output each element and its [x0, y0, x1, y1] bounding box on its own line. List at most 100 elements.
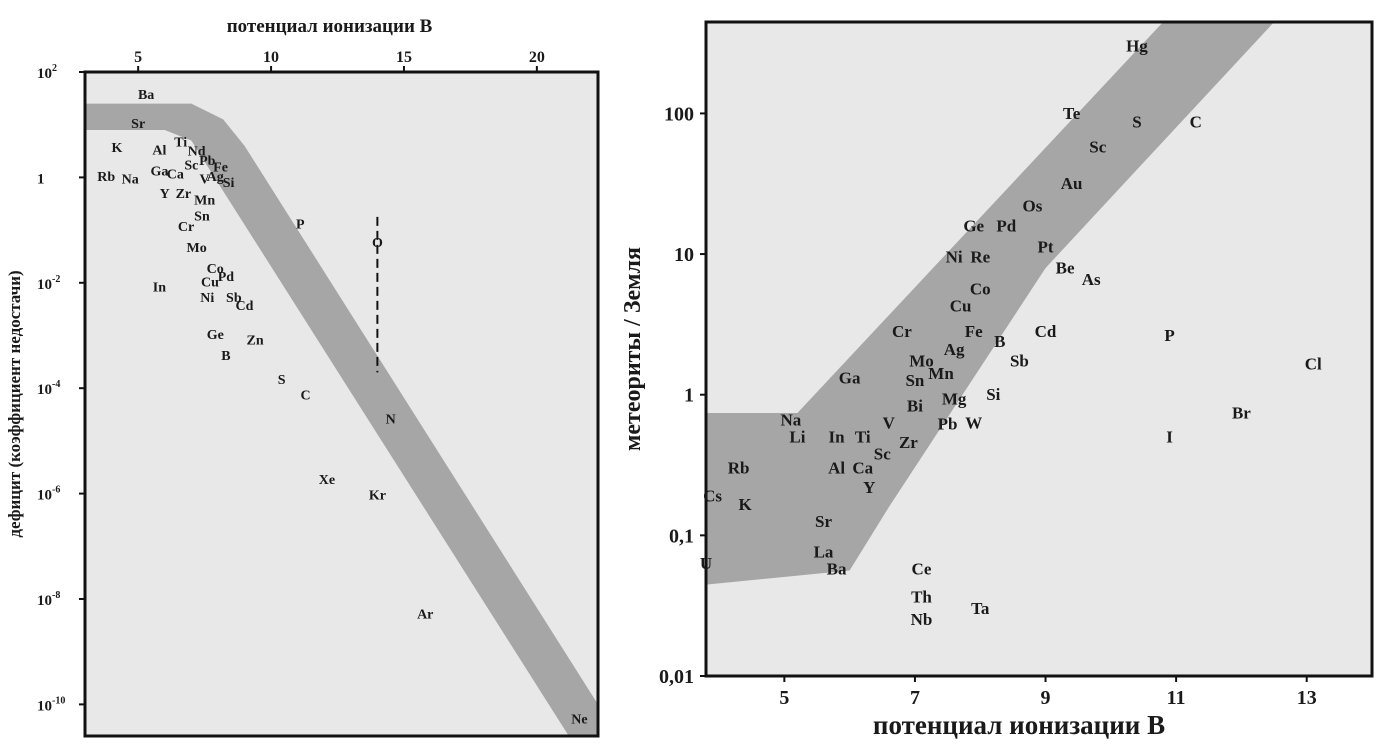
element-point-na: Na [122, 173, 139, 188]
deficit-band [85, 103, 598, 736]
y-tick-exponent: -2 [52, 274, 60, 285]
x-tick-label: 5 [779, 687, 789, 709]
y-axis-label: дефицит (коэффициент недостачи) [5, 270, 24, 537]
element-point-rb: Rb [728, 458, 750, 477]
element-point-si: Si [223, 176, 235, 191]
element-point-ba: Ba [138, 88, 154, 103]
element-point-sb: Sb [1010, 351, 1029, 370]
x-tick-label: 20 [529, 49, 545, 66]
element-point-in: In [829, 427, 846, 446]
element-point-xe: Xe [319, 473, 335, 488]
element-point-p: P [1164, 326, 1174, 345]
y-tick-label: 10-2 [37, 274, 60, 293]
element-point-os: Os [1023, 197, 1043, 216]
y-tick-exponent: -6 [52, 485, 60, 496]
right-chart-meteorites-earth: 5 7 9 11 13 100 10 1 0,1 0,01 потенциал ионизации … [620, 20, 1374, 740]
element-point-ar: Ar [417, 607, 433, 622]
element-point-pb: Pb [199, 154, 216, 169]
x-tick-label: 10 [263, 49, 279, 66]
element-point-nb: Nb [911, 610, 933, 629]
y-tick-exponent: -10 [52, 695, 65, 706]
element-point-cu: Cu [201, 275, 219, 290]
x-tick-label: 9 [1041, 687, 1051, 709]
element-point-ga: Ga [150, 165, 168, 180]
element-point-ba: Ba [827, 560, 847, 579]
y-axis-label: метеориты / Земля [620, 247, 646, 451]
element-point-ta: Ta [971, 599, 990, 618]
element-point-pb: Pb [938, 415, 958, 434]
element-point-cd: Cd [1035, 322, 1057, 341]
y-tick-base: 10 [37, 698, 52, 714]
x-tick-label: 11 [1167, 687, 1186, 709]
element-point-in: In [153, 281, 166, 296]
y-tick-base: 10 [37, 593, 52, 609]
element-point-cs: Cs [703, 486, 722, 505]
x-axis-label: потенциал ионизации В [227, 16, 433, 37]
element-point-mg: Mg [942, 389, 967, 408]
y-tick-label: 0,01 [659, 666, 694, 688]
element-point-ni: Ni [200, 291, 214, 306]
element-point-cu: Cu [950, 297, 972, 316]
element-point-c: C [301, 389, 311, 404]
y-tick-label: 1 [684, 385, 694, 407]
element-point-sn: Sn [905, 371, 924, 390]
element-point-br: Br [1232, 403, 1251, 422]
y-tick-exponent: 2 [52, 63, 57, 74]
element-point-bi: Bi [907, 396, 923, 415]
element-point-o: O [372, 236, 383, 251]
element-point-fe: Fe [965, 322, 983, 341]
x-tick-label: 15 [396, 49, 412, 66]
element-point-be: Be [1056, 259, 1075, 278]
element-point-si: Si [986, 385, 1000, 404]
element-point-mn: Mn [928, 364, 954, 383]
plot-frame [704, 20, 1374, 678]
y-tick-label: 102 [37, 63, 57, 82]
y-tick-base: 1 [37, 171, 45, 187]
element-point-ce: Ce [912, 560, 932, 579]
left-chart-deficit: 5 10 15 20102110-210-410-610-810-10потенциа… [5, 16, 600, 738]
element-point-au: Au [1061, 174, 1083, 193]
element-point-cr: Cr [892, 322, 912, 341]
element-point-v: V [200, 173, 210, 188]
element-point-p: P [296, 217, 305, 232]
element-point-mn: Mn [194, 194, 215, 209]
element-point-zn: Zn [247, 333, 264, 348]
x-tick-label: 13 [1297, 687, 1317, 709]
y-tick-base: 10 [37, 277, 52, 293]
y-tick-label: 0,1 [669, 525, 694, 547]
element-point-zr: Zr [176, 187, 192, 202]
y-tick-base: 10 [37, 488, 52, 504]
element-point-co: Co [207, 262, 224, 277]
element-point-hg: Hg [1126, 36, 1148, 55]
element-point-n: N [386, 412, 396, 427]
element-point-i: I [1166, 427, 1173, 446]
element-point-w: W [965, 413, 982, 432]
x-tick-label: 7 [910, 687, 920, 709]
y-tick-label: 10-6 [37, 485, 60, 504]
element-point-k: K [739, 495, 753, 514]
element-point-re: Re [970, 247, 990, 266]
plot-background [706, 22, 1372, 676]
element-point-ti: Ti [174, 136, 187, 151]
element-point-co: Co [970, 280, 991, 299]
element-point-k: K [111, 141, 122, 156]
element-point-as: As [1082, 270, 1101, 289]
element-point-ti: Ti [855, 427, 871, 446]
element-point-y: Y [160, 187, 170, 202]
element-point-ag: Ag [944, 340, 965, 359]
element-point-cd: Cd [236, 299, 254, 314]
element-point-ge: Ge [207, 328, 224, 343]
element-point-sn: Sn [194, 209, 210, 224]
element-point-pt: Pt [1038, 238, 1054, 257]
plot-frame [83, 70, 600, 738]
element-point-s: S [1132, 112, 1141, 131]
element-point-sr: Sr [131, 117, 145, 132]
element-point-y: Y [863, 478, 875, 497]
element-point-na: Na [780, 411, 801, 430]
element-point-b: B [221, 349, 230, 364]
x-tick-label: 5 [134, 49, 142, 66]
y-tick-label: 10 [674, 244, 694, 266]
y-tick-exponent: -4 [52, 379, 60, 390]
y-tick-label: 10-4 [37, 379, 60, 398]
